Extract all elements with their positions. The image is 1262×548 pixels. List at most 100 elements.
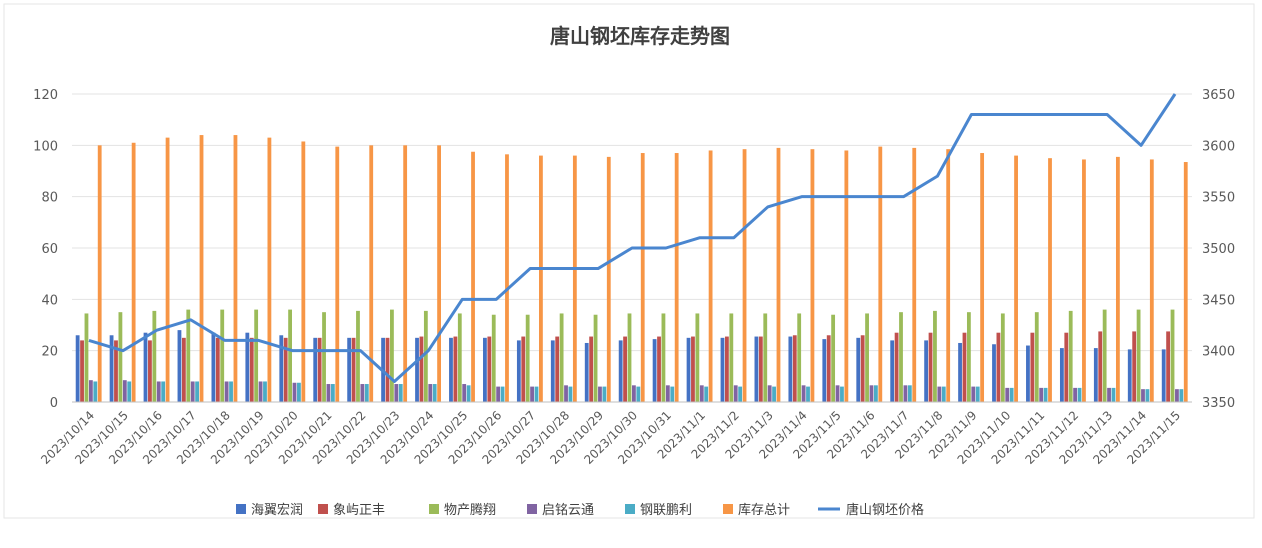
price-line (88, 93, 1177, 383)
bar (80, 340, 84, 402)
bar (161, 381, 166, 402)
y-right-tick-label: 3600 (1202, 139, 1235, 154)
bar (127, 381, 132, 402)
bar (661, 313, 666, 402)
bar (742, 149, 747, 402)
bar (351, 337, 356, 402)
bar (131, 142, 136, 402)
legend-label: 库存总计 (738, 502, 790, 518)
y-left-tick-label: 0 (50, 396, 58, 411)
bar (792, 335, 797, 402)
bar (267, 137, 272, 402)
bar (322, 312, 326, 402)
bar (912, 147, 917, 402)
bar (691, 336, 695, 402)
bar (466, 385, 471, 402)
bar (589, 336, 594, 402)
bar (156, 381, 161, 402)
bar (437, 145, 441, 402)
bar (937, 386, 942, 402)
bar (88, 380, 93, 402)
bar (704, 386, 709, 402)
bar (530, 386, 534, 402)
bar (483, 337, 487, 402)
bar (220, 309, 225, 402)
y-right-tick-label: 3650 (1202, 88, 1235, 103)
bar-series-layer (75, 135, 1188, 403)
bar (487, 336, 492, 402)
bar (1170, 309, 1175, 402)
bar (233, 135, 238, 402)
legend-swatch (318, 504, 328, 514)
bar (143, 332, 148, 402)
legend-swatch (429, 504, 439, 514)
bar (665, 385, 670, 402)
bar (674, 153, 679, 402)
legend-label: 象屿正丰 (333, 503, 385, 518)
bar (729, 313, 734, 402)
bar (195, 381, 200, 402)
bar (844, 150, 849, 402)
bar (369, 145, 374, 402)
bar (873, 385, 878, 402)
bar (606, 156, 611, 402)
bar (181, 337, 186, 402)
bar (471, 151, 475, 402)
y-right-tick-label: 3500 (1202, 242, 1235, 257)
bar (525, 314, 530, 402)
bar (347, 337, 352, 402)
bar (686, 337, 691, 402)
bar (152, 310, 157, 402)
bar (249, 337, 254, 402)
bar (457, 313, 462, 402)
bar (114, 340, 118, 402)
bar (627, 313, 632, 402)
bar (1127, 349, 1132, 402)
bar (84, 313, 89, 402)
bar (860, 335, 865, 402)
bar (1039, 387, 1044, 402)
bar (623, 336, 627, 402)
bar (199, 135, 204, 402)
bar (894, 332, 899, 402)
bar (992, 344, 996, 402)
bar (122, 380, 127, 402)
bar (229, 381, 233, 402)
bar (754, 336, 759, 402)
bar (415, 337, 419, 402)
bar (360, 384, 365, 402)
bar (1000, 313, 1005, 402)
bar (385, 337, 390, 402)
bar (924, 340, 929, 402)
bar (364, 384, 369, 402)
legend-label: 海翼宏润 (251, 503, 303, 518)
bar (1102, 309, 1107, 402)
bar (758, 336, 763, 402)
bar (822, 339, 827, 402)
bar (283, 337, 288, 402)
bar (733, 385, 738, 402)
bar (186, 309, 191, 402)
legend-swatch (527, 504, 537, 514)
bar (555, 336, 560, 402)
bar (279, 335, 284, 402)
bar (869, 385, 874, 402)
bar (767, 385, 772, 402)
bar (708, 150, 713, 402)
bar (539, 155, 543, 402)
bar (97, 145, 102, 402)
bar (496, 386, 501, 402)
bar (826, 335, 831, 402)
bar (1064, 332, 1069, 402)
y-right-tick-label: 3400 (1202, 345, 1235, 360)
bar (403, 145, 408, 402)
chart-title: 唐山钢坯库存走势图 (550, 24, 730, 48)
bar (776, 147, 781, 402)
bar (491, 314, 496, 402)
bar (840, 386, 844, 402)
bar (632, 385, 636, 402)
bar (572, 155, 577, 402)
